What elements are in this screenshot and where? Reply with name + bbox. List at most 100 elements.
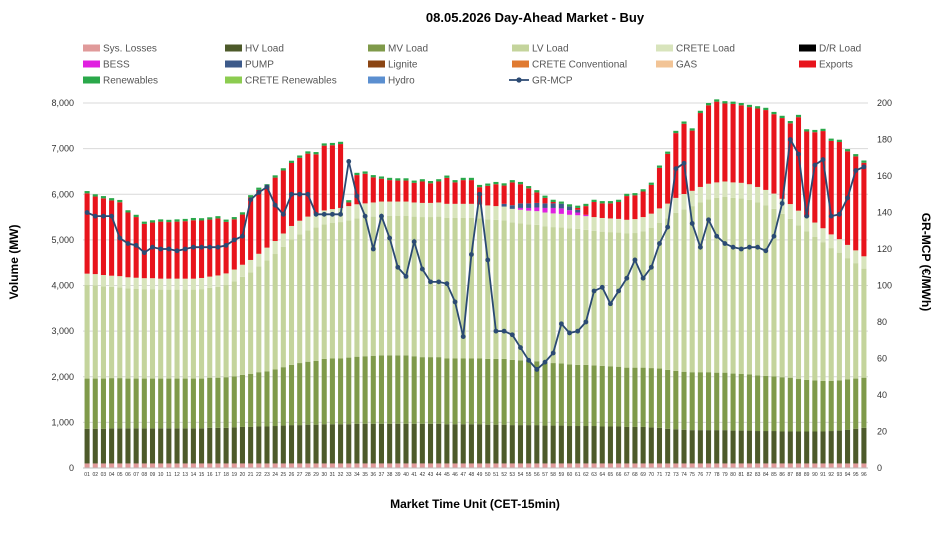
bar-segment-pump	[509, 205, 515, 209]
y-tick-label: 5,000	[51, 235, 74, 245]
bar-segment-lv-load	[828, 248, 834, 381]
x-tick-label: 06	[125, 472, 131, 478]
bar-segment-crete-load	[787, 204, 793, 219]
legend-item-hydro: Hydro	[368, 76, 415, 87]
bar-segment-lv-load	[321, 224, 327, 359]
bar-segment-hv-load	[158, 428, 164, 464]
bar-segment-crete-load	[624, 219, 630, 234]
bar-segment-sys-losses	[297, 463, 303, 468]
legend-label: GR-MCP	[532, 76, 573, 87]
x-tick-label: 49	[477, 472, 483, 478]
bar-segment-sys-losses	[632, 463, 638, 468]
x-tick-label: 35	[362, 472, 368, 478]
bar-segment-sys-losses	[362, 463, 368, 468]
bar-segment-sys-losses	[640, 463, 646, 468]
bar-segment-exports	[697, 113, 703, 187]
bar-segment-hv-load	[583, 426, 589, 464]
bar-segment-renewables	[550, 199, 556, 203]
mcp-point	[755, 244, 761, 250]
bar-segment-sys-losses	[174, 463, 180, 468]
bar-segment-crete-load	[534, 211, 540, 225]
bar-segment-mv-load	[812, 380, 818, 432]
bar-segment-mv-load	[207, 377, 213, 428]
bar-segment-sys-losses	[730, 463, 736, 468]
bar-segment-exports	[763, 110, 769, 190]
bar-segment-renewables	[411, 180, 417, 183]
bar-segment-lv-load	[779, 213, 785, 378]
bar-segment-mv-load	[820, 380, 826, 432]
bar-segment-crete-load	[812, 222, 818, 237]
bar-segment-renewables	[599, 201, 605, 204]
bar-segment-hv-load	[468, 424, 474, 464]
x-tick-label: 90	[812, 472, 818, 478]
bar-segment-crete-load	[738, 182, 744, 199]
bar-segment-hv-load	[477, 424, 483, 464]
legend-label: Sys. Losses	[103, 44, 157, 55]
bar-segment-mv-load	[853, 378, 859, 429]
legend-item-bess: BESS	[83, 60, 130, 71]
bar-segment-renewables	[444, 175, 450, 178]
bar-segment-crete-load	[395, 201, 401, 216]
bar-segment-hv-load	[297, 425, 303, 464]
legend-swatch	[799, 60, 816, 68]
bar-segment-mv-load	[419, 357, 425, 424]
bar-segment-exports	[109, 200, 115, 276]
mcp-point	[608, 301, 613, 307]
legend-swatch	[83, 60, 100, 68]
bar-segment-mv-load	[607, 366, 613, 427]
bar-segment-sys-losses	[280, 463, 286, 468]
bar-segment-hv-load	[640, 426, 646, 464]
bar-segment-renewables	[730, 101, 736, 104]
bar-segment-mv-load	[795, 379, 802, 432]
bar-segment-sys-losses	[714, 463, 720, 468]
bar-segment-exports	[92, 196, 98, 275]
x-tick-label: 75	[689, 472, 695, 478]
bar-segment-renewables	[583, 203, 589, 207]
bar-segment-mv-load	[787, 377, 793, 432]
bar-segment-exports	[632, 195, 638, 220]
bar-segment-sys-losses	[436, 463, 442, 468]
legend-swatch	[656, 44, 673, 52]
bar-segment-mv-load	[182, 378, 188, 429]
mcp-point	[289, 191, 294, 197]
bar-segment-renewables	[517, 181, 524, 185]
bar-segment-sys-losses	[419, 463, 425, 468]
legend-item-crete-load: CRETE Load	[656, 44, 735, 55]
bar-segment-renewables	[706, 103, 712, 106]
bar-segment-renewables	[738, 103, 744, 106]
bar-segment-exports	[395, 180, 401, 202]
bar-segment-exports	[501, 185, 507, 204]
bar-segment-sys-losses	[665, 463, 671, 468]
bar-segment-sys-losses	[256, 463, 262, 468]
bar-segment-mv-load	[861, 377, 867, 428]
bar-segment-crete-load	[158, 278, 164, 290]
bar-segment-lv-load	[223, 285, 229, 378]
bar-segment-renewables	[133, 214, 139, 218]
mcp-point	[493, 328, 499, 334]
legend-label: HV Load	[245, 44, 284, 55]
bar-segment-crete-load	[599, 217, 605, 232]
bar-segment-sys-losses	[133, 463, 139, 468]
bar-segment-lv-load	[738, 198, 744, 375]
bar-segment-sys-losses	[370, 463, 376, 468]
bar-segment-mv-load	[828, 380, 834, 432]
bar-segment-hv-load	[697, 430, 703, 464]
mcp-point	[730, 244, 736, 250]
bar-segment-renewables	[656, 165, 663, 168]
bar-segment-lv-load	[100, 286, 106, 379]
x-tick-label: 73	[673, 472, 679, 478]
bar-segment-mv-load	[149, 378, 156, 429]
bar-segment-mv-load	[305, 361, 311, 425]
x-tick-label: 15	[199, 472, 205, 478]
bar-segment-crete-load	[771, 193, 777, 209]
bar-segment-hv-load	[820, 431, 826, 464]
bar-segment-hv-load	[812, 431, 818, 464]
bar-segment-renewables	[493, 181, 499, 185]
bar-segment-lv-load	[460, 217, 466, 359]
bar-segment-sys-losses	[575, 463, 581, 468]
x-tick-label: 29	[313, 472, 319, 478]
bar-segment-sys-losses	[141, 463, 147, 468]
x-tick-label: 03	[101, 472, 107, 478]
bar-segment-lv-load	[280, 246, 286, 368]
bar-segment-hv-load	[648, 427, 654, 464]
